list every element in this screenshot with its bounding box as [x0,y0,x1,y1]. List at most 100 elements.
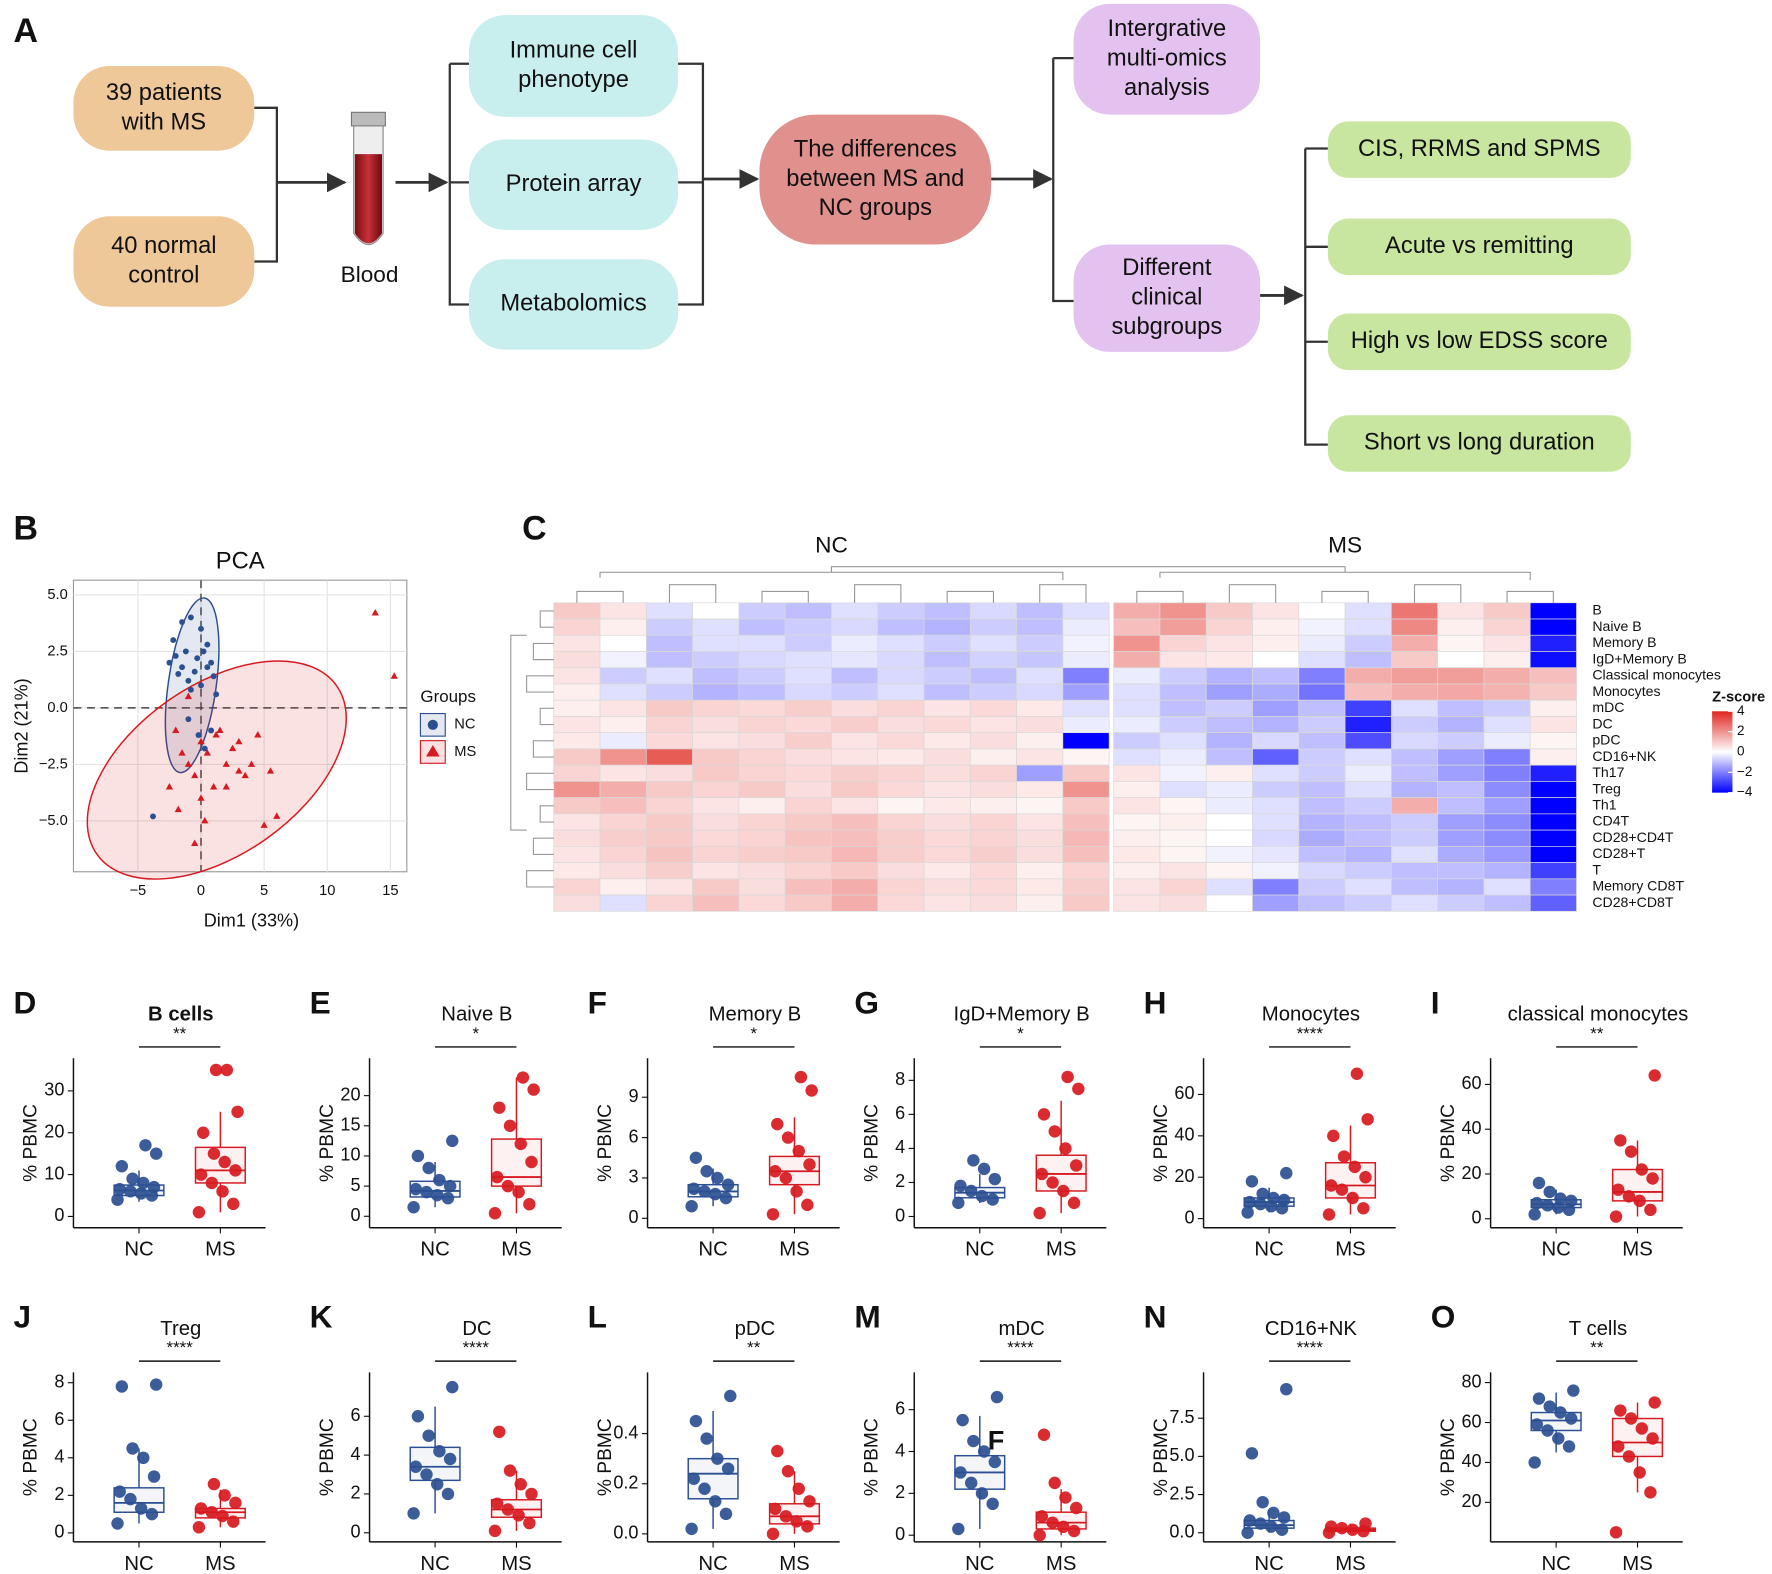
dendrogram [510,634,527,831]
flow-node [468,139,679,230]
point [200,648,207,655]
y-tick-label: 3 [628,1167,638,1187]
heatmap-cell [1298,781,1346,798]
heatmap-cell [645,878,693,896]
panel-label: I [1431,984,1440,1020]
point [698,1185,711,1198]
point [229,1496,242,1510]
y-tick-label: 6 [895,1398,905,1418]
heatmap-cell [923,732,971,750]
point [209,1063,223,1077]
heatmap-cell [1016,878,1064,896]
point [1254,1197,1267,1211]
heatmap-cell [738,699,786,717]
heatmap-cell [645,683,693,701]
point [1622,1450,1636,1463]
point [1037,1428,1051,1441]
point [1254,1517,1267,1530]
heatmap-cell [1298,716,1346,734]
point [197,737,205,745]
heatmap-cell [1344,813,1392,831]
heatmap-cell [1391,748,1438,766]
heatmap-cell [1062,618,1110,636]
point [420,1185,433,1199]
row-label: Memory CD8T [1592,878,1684,894]
point [1048,1125,1061,1138]
heatmap-cell [969,862,1017,880]
heatmap-cell [1062,748,1110,766]
row-label: CD28+CD4T [1592,829,1674,845]
heatmap-cell [1159,797,1207,815]
flow-node-text: Short vs long duration [1364,430,1595,456]
heatmap-cell [1391,602,1438,620]
heatmap-cell [1529,732,1577,750]
y-tick-label: 10 [44,1163,64,1183]
point [216,726,224,733]
point [1646,1432,1659,1445]
chart-title: DC [462,1318,491,1340]
point [411,1410,425,1423]
point [512,1185,525,1199]
point [431,1478,444,1491]
heatmap-cell [1529,699,1577,717]
heatmap-cell [1062,699,1110,717]
point [967,1154,980,1167]
point [192,1521,206,1534]
point [803,1158,816,1171]
heatmap-cell [877,748,925,766]
point [792,1144,805,1158]
heatmap-cell [1344,748,1392,766]
x-tick-label: MS [1335,1239,1366,1261]
chart-title: Memory B [709,1004,802,1026]
point [964,1476,978,1490]
point [709,1187,722,1201]
heatmap-cell [1252,878,1300,896]
heatmap-cell [1113,764,1161,782]
point [988,1172,1002,1186]
heatmap-cell [1159,894,1207,912]
connector [448,63,469,306]
point [175,671,182,677]
heatmap-cell [1483,667,1531,685]
point [1267,1191,1280,1205]
point [182,648,189,655]
x-tick-label: MS [501,1239,532,1261]
heatmap-cell [692,846,740,863]
dendrogram [576,590,624,603]
dendrogram [526,772,554,791]
x-tick-label: MS [1046,1553,1077,1574]
point [527,1083,540,1096]
heatmap-cell [1159,878,1207,896]
heatmap-cell [1252,651,1300,669]
y-tick-label: 20 [1461,1491,1481,1511]
panel-label: O [1431,1299,1456,1335]
heatmap-cell [1016,618,1064,636]
heatmap-cell [969,846,1017,863]
blood-tube [350,111,386,246]
y-tick-label: 9 [628,1086,638,1106]
heatmap-cell [923,781,971,798]
heatmap-cell [1344,878,1392,896]
x-tick-label: MS [1046,1239,1077,1261]
flow-node [1073,3,1261,115]
heatmap-cell [1344,634,1392,652]
heatmap-cell [553,602,601,620]
y-tick-label: 0.0 [1169,1522,1194,1542]
heatmap-cell [1483,829,1531,847]
heatmap-cell [645,667,693,685]
heatmap-cell [877,846,925,863]
significance-label: **** [166,1338,193,1357]
point [187,614,194,621]
heatmap-cell [692,878,740,896]
chart-title: IgD+Memory B [954,1004,1090,1026]
heatmap-cell [1437,716,1485,734]
heatmap-cell [1159,618,1207,636]
dendrogram [532,642,554,661]
heatmap-cell [1483,894,1531,912]
dendrogram [526,870,554,888]
point [1277,1193,1291,1207]
colorbar-title: Z-score [1712,690,1765,706]
row-label: Treg [1592,780,1621,796]
heatmap-cell [877,667,925,685]
y-tick-label: 30 [44,1080,64,1100]
